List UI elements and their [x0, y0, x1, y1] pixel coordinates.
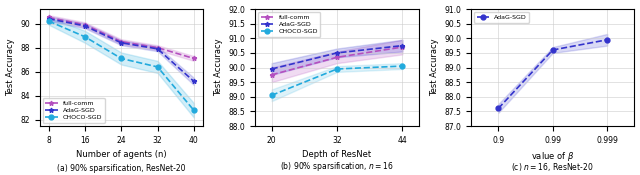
Y-axis label: Test Accuracy: Test Accuracy [6, 39, 15, 96]
Legend: full-comm, AdaG-SGD, CHOCO-SGD: full-comm, AdaG-SGD, CHOCO-SGD [259, 12, 321, 37]
AdaG-SGD [117, 42, 125, 44]
AdaG-SGD [333, 52, 341, 54]
AdaG-SGD [549, 49, 557, 51]
AdaG-SGD [495, 107, 502, 110]
Line: full-comm: full-comm [269, 45, 404, 77]
AdaG-SGD [399, 45, 406, 47]
Line: AdaG-SGD: AdaG-SGD [496, 37, 610, 111]
X-axis label: value of $\beta$: value of $\beta$ [531, 150, 575, 163]
AdaG-SGD [81, 25, 89, 27]
full-comm [45, 16, 52, 19]
full-comm [333, 56, 341, 58]
Line: AdaG-SGD: AdaG-SGD [269, 43, 404, 71]
Text: (b) 90% sparsification, $n = 16$: (b) 90% sparsification, $n = 16$ [280, 160, 394, 173]
Line: AdaG-SGD: AdaG-SGD [46, 16, 196, 84]
CHOCO-SGD [117, 57, 125, 60]
Text: (a) 90% sparsification, ResNet-20: (a) 90% sparsification, ResNet-20 [57, 164, 186, 173]
AdaG-SGD [604, 39, 611, 41]
Line: full-comm: full-comm [46, 15, 196, 61]
CHOCO-SGD [154, 66, 161, 68]
Line: CHOCO-SGD: CHOCO-SGD [46, 19, 196, 113]
Line: CHOCO-SGD: CHOCO-SGD [269, 64, 404, 98]
full-comm [154, 47, 161, 49]
AdaG-SGD [190, 80, 198, 82]
AdaG-SGD [45, 18, 52, 20]
AdaG-SGD [154, 48, 161, 50]
X-axis label: Depth of ResNet: Depth of ResNet [303, 150, 372, 159]
CHOCO-SGD [268, 94, 275, 96]
full-comm [399, 46, 406, 48]
full-comm [190, 57, 198, 60]
Y-axis label: Test Accuracy: Test Accuracy [430, 39, 439, 96]
X-axis label: Number of agents (n): Number of agents (n) [76, 150, 166, 159]
Legend: full-comm, AdaG-SGD, CHOCO-SGD: full-comm, AdaG-SGD, CHOCO-SGD [43, 98, 105, 123]
CHOCO-SGD [45, 20, 52, 22]
CHOCO-SGD [81, 36, 89, 38]
Text: (c) $n = 16$, ResNet-20: (c) $n = 16$, ResNet-20 [511, 161, 594, 173]
CHOCO-SGD [399, 65, 406, 67]
AdaG-SGD [268, 68, 275, 70]
full-comm [81, 24, 89, 26]
full-comm [268, 74, 275, 76]
CHOCO-SGD [333, 68, 341, 70]
full-comm [117, 41, 125, 43]
Y-axis label: Test Accuracy: Test Accuracy [214, 39, 223, 96]
CHOCO-SGD [190, 109, 198, 111]
Legend: AdaG-SGD: AdaG-SGD [474, 12, 529, 23]
